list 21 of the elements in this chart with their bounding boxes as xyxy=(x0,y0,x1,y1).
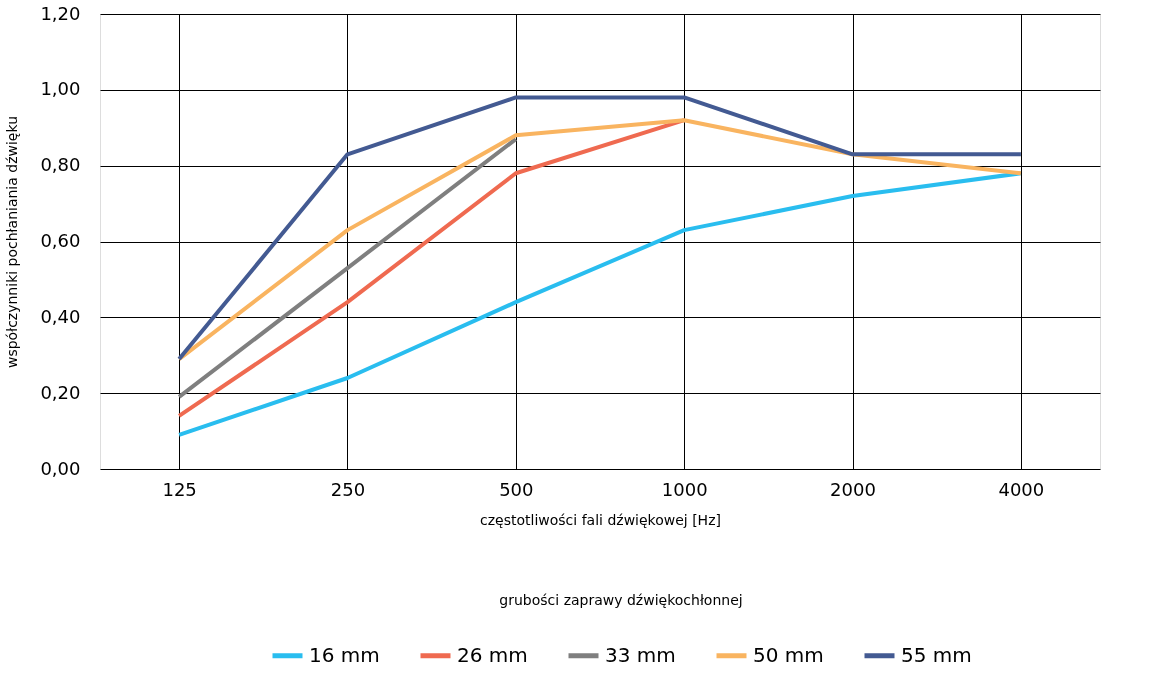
x-axis-title: częstotliwości fali dźwiękowej [Hz] xyxy=(480,511,721,528)
legend-label: 33 mm xyxy=(605,642,676,667)
y-tick-label: 0,00 xyxy=(40,457,81,479)
x-tick-label: 125 xyxy=(162,478,197,500)
x-tick-label: 2000 xyxy=(830,478,876,500)
x-tick-label: 250 xyxy=(330,478,366,500)
legend-label: 16 mm xyxy=(309,642,380,667)
y-axis-title: współczynniki pochłaniania dźwięku xyxy=(4,115,21,369)
x-tick-label: 500 xyxy=(499,478,534,500)
x-tick-label: 4000 xyxy=(998,478,1045,500)
x-tick-label: 1000 xyxy=(661,478,708,500)
legend-title: grubości zaprawy dźwiękochłonnej xyxy=(499,592,743,608)
legend-label: 50 mm xyxy=(753,642,824,667)
legend-label: 55 mm xyxy=(901,642,972,667)
y-tick-label: 0,40 xyxy=(40,305,81,327)
y-tick-label: 1,00 xyxy=(40,78,81,100)
y-tick-label: 0,60 xyxy=(40,230,81,251)
y-tick-label: 0,80 xyxy=(40,154,81,176)
y-tick-label: 1,20 xyxy=(40,2,81,24)
y-tick-label: 0,20 xyxy=(40,381,81,403)
legend-label: 26 mm xyxy=(457,642,528,667)
